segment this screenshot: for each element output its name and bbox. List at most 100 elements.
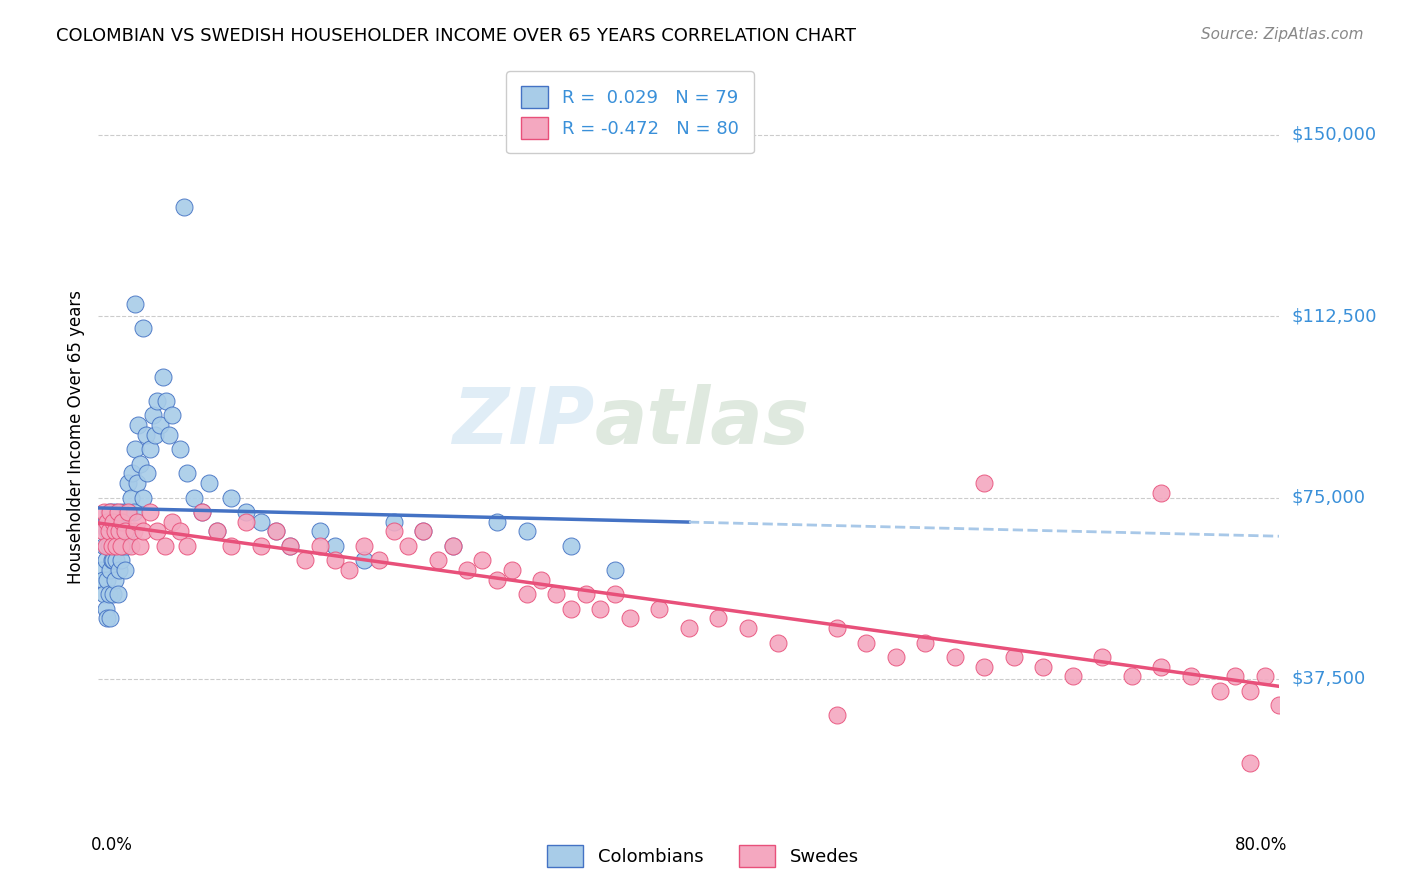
Point: [120, 539, 142, 553]
Point: [173, 201, 195, 215]
Point: [1091, 650, 1114, 665]
Point: [98, 524, 121, 539]
Point: [678, 621, 700, 635]
Text: $75,000: $75,000: [1291, 489, 1365, 507]
Point: [100, 539, 122, 553]
Point: [198, 475, 221, 490]
Point: [135, 427, 157, 442]
Point: [114, 524, 136, 539]
Point: [97, 539, 120, 553]
Point: [124, 442, 146, 457]
Point: [115, 539, 138, 553]
Point: [132, 491, 155, 505]
Point: [973, 659, 995, 673]
Point: [264, 524, 287, 539]
Point: [205, 524, 228, 539]
Point: [766, 635, 789, 649]
Point: [94, 601, 117, 615]
Text: $150,000: $150,000: [1291, 126, 1376, 144]
Point: [353, 553, 375, 567]
Point: [125, 515, 148, 529]
Point: [1239, 684, 1261, 698]
Point: [103, 515, 125, 529]
Point: [235, 505, 257, 519]
Point: [309, 524, 332, 539]
Point: [1239, 756, 1261, 771]
Point: [501, 563, 523, 577]
Point: [560, 601, 582, 615]
Point: [103, 515, 125, 529]
Y-axis label: Householder Income Over 65 years: Householder Income Over 65 years: [66, 290, 84, 584]
Point: [107, 539, 129, 553]
Point: [1121, 669, 1143, 683]
Point: [118, 505, 141, 519]
Point: [382, 524, 405, 539]
Point: [914, 635, 936, 649]
Legend: R =  0.029   N = 79, R = -0.472   N = 80: R = 0.029 N = 79, R = -0.472 N = 80: [506, 71, 754, 153]
Point: [128, 539, 150, 553]
Text: $37,500: $37,500: [1291, 670, 1365, 688]
Point: [574, 587, 596, 601]
Point: [191, 505, 214, 519]
Point: [104, 524, 127, 539]
Point: [855, 635, 877, 649]
Point: [152, 369, 174, 384]
Point: [142, 409, 165, 423]
Point: [108, 563, 131, 577]
Point: [100, 505, 122, 519]
Point: [98, 505, 121, 519]
Point: [264, 524, 287, 539]
Point: [471, 553, 494, 567]
Point: [110, 505, 132, 519]
Point: [353, 539, 375, 553]
Point: [825, 708, 848, 723]
Point: [219, 539, 242, 553]
Point: [368, 553, 391, 567]
Point: [1268, 698, 1291, 713]
Point: [1180, 669, 1202, 683]
Point: [162, 515, 183, 529]
Point: [250, 539, 273, 553]
Point: [309, 539, 332, 553]
Point: [412, 524, 434, 539]
Point: [100, 553, 122, 567]
Point: [103, 587, 125, 601]
Point: [94, 539, 117, 553]
Text: atlas: atlas: [595, 384, 810, 460]
Point: [530, 573, 553, 587]
Point: [91, 524, 114, 539]
Point: [486, 573, 509, 587]
Point: [128, 457, 150, 471]
Point: [707, 611, 730, 625]
Point: [176, 467, 198, 481]
Point: [825, 621, 848, 635]
Point: [110, 539, 132, 553]
Point: [96, 573, 118, 587]
Point: [589, 601, 612, 615]
Point: [157, 427, 180, 442]
Point: [235, 515, 257, 529]
Point: [117, 475, 139, 490]
Point: [943, 650, 966, 665]
Point: [122, 505, 145, 519]
Point: [114, 505, 136, 519]
Point: [1254, 669, 1277, 683]
Point: [107, 505, 129, 519]
Point: [176, 539, 198, 553]
Point: [278, 539, 302, 553]
Point: [973, 475, 995, 490]
Point: [515, 524, 537, 539]
Point: [146, 524, 169, 539]
Point: [323, 539, 346, 553]
Point: [108, 515, 131, 529]
Point: [105, 539, 128, 553]
Point: [219, 491, 242, 505]
Point: [515, 587, 537, 601]
Point: [337, 563, 360, 577]
Point: [146, 393, 169, 408]
Point: [108, 524, 131, 539]
Point: [648, 601, 671, 615]
Point: [486, 515, 509, 529]
Text: $112,500: $112,500: [1291, 307, 1376, 326]
Point: [120, 491, 142, 505]
